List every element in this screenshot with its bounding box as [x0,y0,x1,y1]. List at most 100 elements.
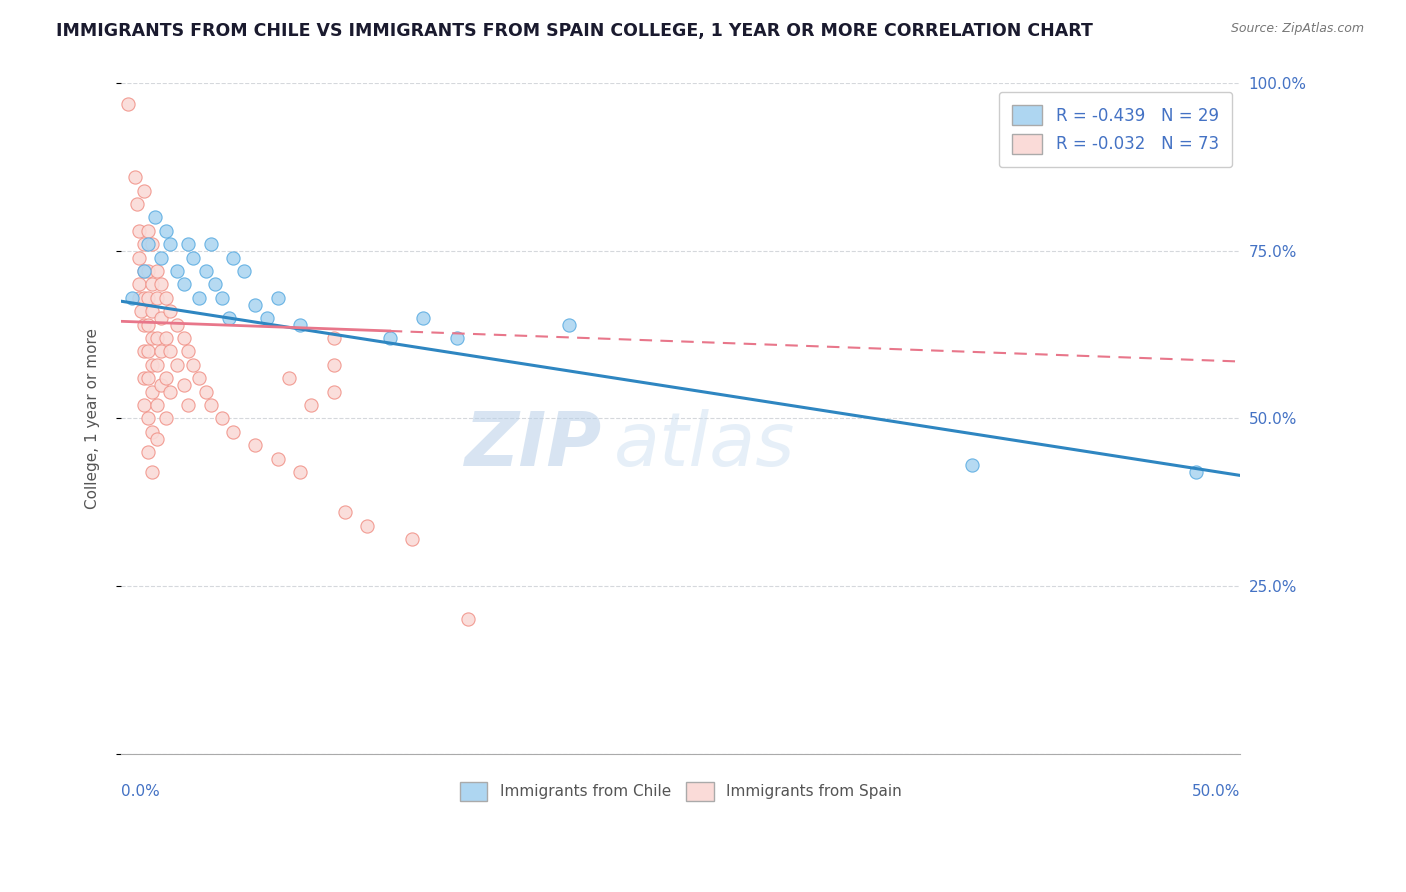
Point [155,331,177,345]
Point [211,411,233,425]
Point [177,398,200,412]
Point [146,432,169,446]
Point [155,224,177,238]
Text: IMMIGRANTS FROM CHILE VS IMMIGRANTS FROM SPAIN COLLEGE, 1 YEAR OR MORE CORRELATI: IMMIGRANTS FROM CHILE VS IMMIGRANTS FROM… [56,22,1092,40]
Point [195,264,218,278]
Point [124,170,146,185]
Point [200,398,222,412]
Point [128,291,150,305]
Point [132,237,155,252]
Point [141,425,163,439]
Point [132,291,155,305]
Point [150,277,173,292]
Point [132,318,155,332]
Point [173,331,195,345]
Point [159,304,181,318]
Point [128,224,150,238]
Point [188,291,211,305]
Text: 0.0%: 0.0% [121,784,160,798]
Text: 50.0%: 50.0% [1192,784,1240,798]
Point [132,371,155,385]
Point [132,264,155,278]
Legend: Immigrants from Chile, Immigrants from Spain: Immigrants from Chile, Immigrants from S… [447,770,914,813]
Point [267,451,290,466]
Point [125,197,148,211]
Point [222,251,245,265]
Point [233,264,256,278]
Point [155,411,177,425]
Point [290,465,312,479]
Point [159,384,181,399]
Point [141,384,163,399]
Point [356,518,378,533]
Point [146,398,169,412]
Point [150,344,173,359]
Point [136,445,159,459]
Point [143,211,166,225]
Text: atlas: atlas [613,409,794,482]
Point [141,331,163,345]
Point [132,398,155,412]
Point [412,310,434,325]
Point [290,318,312,332]
Point [136,291,159,305]
Point [181,251,204,265]
Point [129,304,152,318]
Point [117,96,139,111]
Point [141,304,163,318]
Point [267,291,290,305]
Point [166,358,188,372]
Point [256,310,278,325]
Y-axis label: College, 1 year or more: College, 1 year or more [86,328,100,509]
Point [141,358,163,372]
Point [322,384,344,399]
Point [378,331,401,345]
Point [278,371,301,385]
Point [132,264,155,278]
Point [150,378,173,392]
Point [177,344,200,359]
Point [141,237,163,252]
Point [166,264,188,278]
Point [181,358,204,372]
Point [132,344,155,359]
Point [155,371,177,385]
Point [245,297,267,311]
Point [146,358,169,372]
Point [200,237,222,252]
Point [128,251,150,265]
Point [457,613,479,627]
Point [146,291,169,305]
Point [150,251,173,265]
Point [218,310,240,325]
Point [195,384,218,399]
Point [141,465,163,479]
Point [128,277,150,292]
Point [146,264,169,278]
Point [136,264,159,278]
Point [173,277,195,292]
Point [136,411,159,425]
Point [141,277,163,292]
Point [222,425,245,439]
Point [322,331,344,345]
Point [159,344,181,359]
Point [299,398,322,412]
Point [446,331,468,345]
Point [322,358,344,372]
Point [136,371,159,385]
Point [558,318,581,332]
Point [245,438,267,452]
Point [177,237,200,252]
Point [173,378,195,392]
Point [401,532,423,546]
Point [136,318,159,332]
Point [146,331,169,345]
Point [333,505,356,519]
Point [188,371,211,385]
Text: Source: ZipAtlas.com: Source: ZipAtlas.com [1230,22,1364,36]
Point [150,310,173,325]
Point [211,291,233,305]
Point [136,237,159,252]
Point [136,344,159,359]
